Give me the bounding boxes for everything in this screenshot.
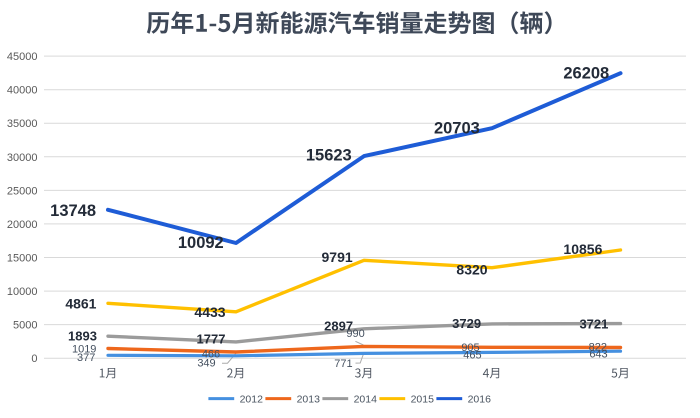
- svg-text:0: 0: [31, 353, 37, 365]
- svg-text:2012: 2012: [240, 394, 264, 406]
- svg-text:4861: 4861: [65, 296, 96, 312]
- svg-text:35000: 35000: [7, 118, 38, 130]
- svg-text:377: 377: [77, 352, 95, 364]
- svg-text:10000: 10000: [7, 286, 38, 298]
- svg-text:15623: 15623: [306, 147, 352, 165]
- svg-text:1893: 1893: [68, 329, 97, 344]
- svg-text:905: 905: [461, 342, 479, 354]
- svg-text:10856: 10856: [563, 241, 602, 257]
- svg-text:2013: 2013: [297, 394, 321, 406]
- svg-text:30000: 30000: [7, 152, 38, 164]
- svg-text:771: 771: [334, 358, 352, 370]
- svg-text:643: 643: [589, 349, 607, 361]
- svg-text:40000: 40000: [7, 85, 38, 97]
- svg-text:3721: 3721: [579, 316, 608, 331]
- svg-text:9791: 9791: [322, 249, 353, 265]
- svg-text:3729: 3729: [452, 316, 481, 331]
- svg-text:1777: 1777: [197, 332, 226, 347]
- svg-text:5000: 5000: [13, 320, 37, 332]
- svg-text:2015: 2015: [411, 394, 435, 406]
- svg-text:4433: 4433: [194, 304, 225, 320]
- svg-text:45000: 45000: [7, 51, 38, 63]
- svg-text:8320: 8320: [456, 262, 487, 278]
- svg-text:466: 466: [202, 349, 220, 361]
- svg-text:25000: 25000: [7, 185, 38, 197]
- svg-text:15000: 15000: [7, 253, 38, 265]
- svg-text:349: 349: [197, 358, 215, 370]
- svg-text:26208: 26208: [563, 65, 609, 83]
- svg-text:990: 990: [346, 328, 364, 340]
- svg-text:822: 822: [589, 341, 607, 353]
- svg-text:13748: 13748: [50, 202, 96, 220]
- svg-text:20703: 20703: [434, 120, 480, 138]
- svg-text:10092: 10092: [178, 234, 224, 252]
- svg-text:2014: 2014: [354, 394, 378, 406]
- svg-text:20000: 20000: [7, 219, 38, 231]
- svg-text:2016: 2016: [468, 394, 492, 406]
- svg-text:2897: 2897: [324, 319, 353, 334]
- svg-text:465: 465: [463, 349, 481, 361]
- svg-text:1019: 1019: [72, 344, 96, 356]
